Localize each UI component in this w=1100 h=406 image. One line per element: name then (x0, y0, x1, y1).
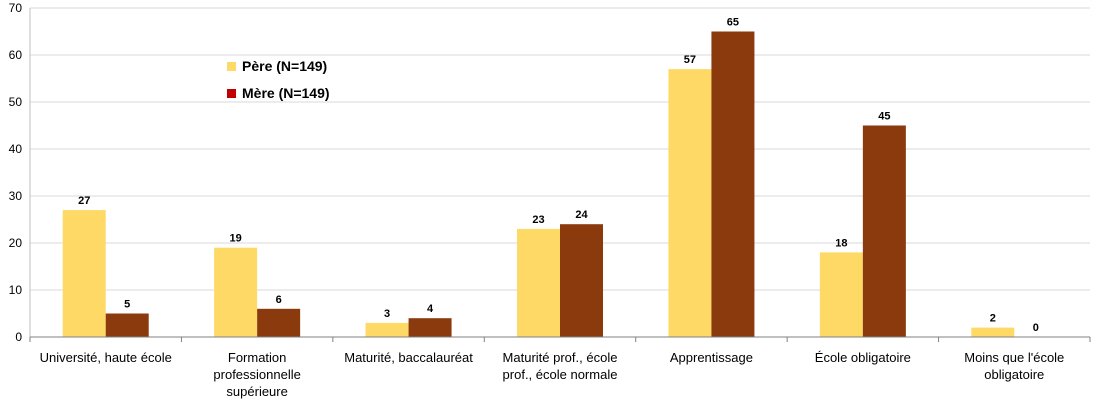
x-tick-label: Moins que l'école (964, 350, 1064, 365)
bar-pere (517, 228, 560, 337)
x-tick-label: Université, haute école (40, 350, 172, 365)
x-tick-label: Maturité prof., école (503, 350, 618, 365)
bar-mere (105, 313, 149, 337)
bar-mere (257, 308, 301, 337)
x-tick-label: obligatoire (984, 367, 1044, 382)
data-label: 24 (575, 209, 588, 221)
bar-mere (711, 31, 755, 337)
data-label: 45 (878, 111, 890, 123)
y-tick-label: 10 (9, 283, 23, 297)
bars (62, 31, 1015, 337)
bar-pere (971, 327, 1015, 337)
data-label: 65 (727, 17, 739, 29)
legend-swatch-pere (227, 62, 236, 71)
bar-mere (560, 224, 603, 337)
y-tick-label: 50 (9, 95, 23, 109)
y-tick-label: 30 (9, 189, 23, 203)
data-label: 4 (427, 303, 434, 315)
bar-pere (668, 69, 712, 337)
bar-pere (819, 252, 863, 337)
bar-mere (862, 125, 906, 337)
bar-mere (408, 318, 452, 337)
data-label: 23 (532, 214, 544, 226)
y-tick-label: 20 (9, 236, 23, 250)
y-tick-label: 40 (9, 142, 23, 156)
data-label: 6 (276, 294, 282, 306)
x-tick-label: École obligatoire (815, 350, 911, 365)
legend-swatch-mere (227, 89, 236, 98)
y-axis: 0 10 20 30 40 50 60 70 (9, 1, 31, 344)
data-label: 19 (230, 233, 242, 245)
legend: Père (N=149) Mère (N=149) (227, 58, 330, 101)
bar-pere (62, 210, 106, 337)
x-tick-label: Maturité, baccalauréat (344, 350, 473, 365)
y-tick-label: 0 (15, 330, 22, 344)
legend-label-mere: Mère (N=149) (242, 85, 330, 101)
data-label: 5 (124, 299, 130, 311)
x-tick-label: prof., école normale (503, 367, 618, 382)
y-tick-label: 60 (9, 48, 23, 62)
data-label: 57 (684, 54, 696, 66)
data-label: 2 (990, 313, 996, 325)
data-label: 3 (384, 308, 390, 320)
bar-pere (365, 322, 409, 337)
data-label: 18 (835, 237, 847, 249)
y-tick-label: 70 (9, 1, 23, 15)
x-tick-label: professionnelle (213, 367, 300, 382)
x-tick-label: supérieure (226, 384, 287, 399)
bar-pere (214, 247, 258, 337)
data-label: 0 (1033, 322, 1039, 334)
data-label: 27 (78, 195, 90, 207)
data-labels: 27 5 19 6 3 4 23 24 57 65 18 45 2 0 (78, 17, 1039, 335)
legend-label-pere: Père (N=149) (242, 58, 327, 74)
x-tick-label: Apprentissage (670, 350, 753, 365)
x-axis: Université, haute école Formation professi… (29, 336, 1091, 399)
x-tick-label: Formation (228, 350, 287, 365)
